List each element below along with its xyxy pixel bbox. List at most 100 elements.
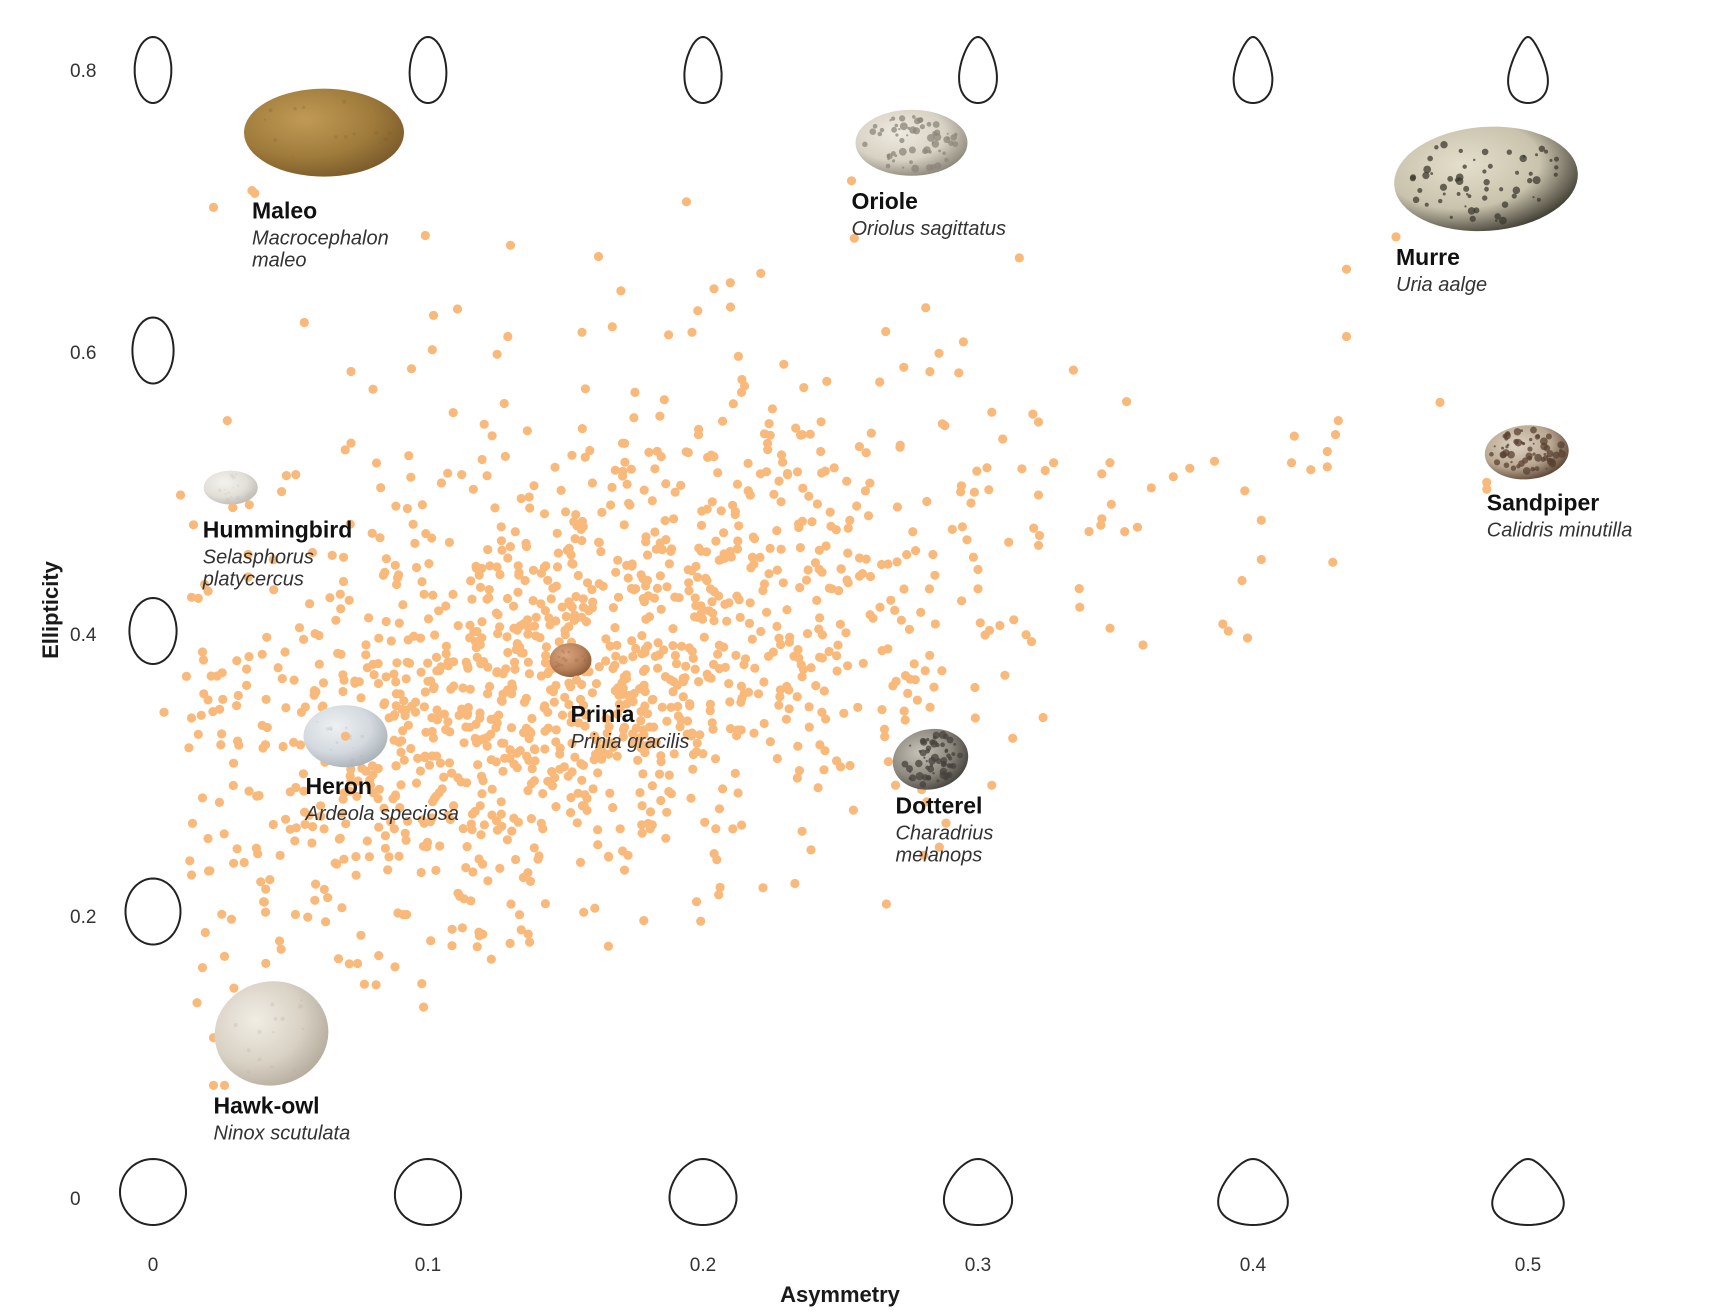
data-point — [1105, 458, 1115, 468]
data-point — [239, 857, 249, 868]
data-point — [444, 537, 454, 548]
reference-egg-outline — [1491, 1157, 1565, 1227]
egg-speckle — [383, 137, 388, 142]
egg-speckle — [268, 108, 273, 113]
data-point — [706, 673, 716, 683]
data-point — [434, 606, 444, 616]
data-point — [812, 595, 822, 606]
data-point — [659, 645, 669, 655]
data-point — [474, 931, 484, 941]
data-point — [475, 708, 485, 718]
data-point — [642, 740, 652, 751]
data-point — [434, 788, 444, 798]
data-point — [449, 801, 459, 811]
data-point — [612, 751, 622, 761]
data-point — [765, 543, 775, 554]
bird-species-name: melanops — [896, 844, 983, 866]
egg-speckle — [928, 150, 932, 154]
egg-speckle — [1484, 186, 1489, 192]
egg-speckle — [225, 497, 231, 503]
data-point — [397, 736, 407, 746]
egg-speckle — [293, 106, 297, 111]
data-point — [695, 730, 705, 740]
bird-species-name: Macrocephalon — [252, 228, 389, 250]
data-point — [580, 710, 590, 720]
egg-speckle — [1494, 213, 1501, 220]
egg-speckle — [1510, 460, 1513, 464]
data-point — [799, 383, 809, 393]
data-point — [359, 979, 369, 989]
data-point — [361, 766, 371, 776]
data-point — [613, 555, 623, 565]
data-point — [510, 527, 520, 537]
data-point — [381, 672, 391, 682]
data-point — [821, 714, 831, 724]
data-point — [497, 738, 507, 748]
data-point — [645, 807, 656, 817]
data-point — [570, 752, 580, 762]
data-point — [811, 681, 821, 691]
data-point — [925, 702, 935, 712]
data-point — [655, 571, 666, 581]
data-point — [374, 951, 384, 961]
egg-speckle — [1530, 426, 1537, 434]
data-point — [472, 942, 482, 952]
data-point — [973, 564, 983, 575]
data-point — [398, 910, 408, 920]
data-point — [694, 424, 704, 434]
data-point — [843, 523, 853, 533]
data-point — [186, 592, 197, 602]
data-point — [796, 430, 806, 440]
data-point — [819, 686, 829, 696]
data-point — [441, 601, 451, 611]
egg-speckle — [292, 156, 294, 158]
data-point — [291, 823, 301, 833]
data-point — [577, 612, 587, 622]
data-point — [601, 738, 611, 748]
data-point — [439, 772, 449, 782]
egg-shape — [549, 643, 592, 678]
egg-speckle — [1494, 219, 1498, 222]
data-point — [782, 468, 793, 479]
data-point — [269, 585, 279, 595]
data-point — [1482, 484, 1492, 494]
data-point — [684, 586, 694, 596]
egg-speckle — [1449, 215, 1453, 219]
egg-speckle — [877, 131, 883, 137]
bird-species-name: Oriolus sagittatus — [852, 218, 1007, 240]
egg-speckle — [911, 164, 920, 173]
data-point — [193, 593, 203, 604]
data-point — [376, 483, 386, 493]
data-point — [631, 723, 641, 733]
egg-speckle — [953, 742, 957, 746]
data-point — [339, 552, 349, 562]
data-point — [596, 547, 606, 557]
data-point — [661, 833, 671, 843]
data-point — [582, 793, 592, 804]
data-point — [512, 763, 522, 773]
data-point — [594, 579, 604, 589]
data-point — [389, 824, 399, 834]
egg-speckle — [1553, 172, 1558, 177]
data-point — [187, 818, 198, 829]
data-point — [398, 726, 408, 736]
data-point — [535, 633, 545, 643]
data-point — [631, 643, 641, 654]
data-point — [736, 725, 746, 735]
data-point — [645, 722, 655, 732]
data-point — [930, 619, 940, 629]
data-point — [629, 585, 639, 595]
data-point — [930, 570, 940, 580]
data-point — [477, 789, 487, 799]
data-point — [737, 820, 747, 830]
data-point — [444, 758, 455, 768]
data-point — [340, 445, 350, 455]
egg-speckle — [938, 731, 947, 739]
egg-speckle — [245, 494, 249, 498]
data-point — [674, 593, 684, 603]
data-point — [416, 867, 426, 878]
data-point — [515, 746, 525, 756]
data-point — [290, 909, 300, 920]
data-point — [854, 442, 865, 452]
data-point — [424, 559, 434, 569]
